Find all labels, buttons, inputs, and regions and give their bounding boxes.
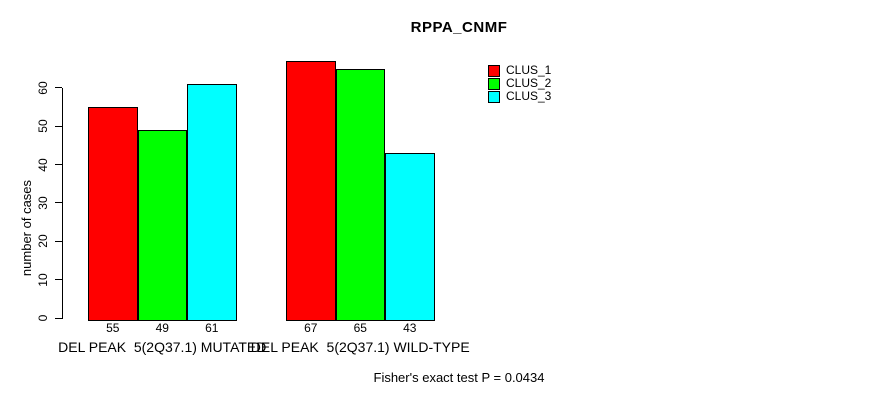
y-tick — [55, 240, 62, 242]
y-tick — [55, 164, 62, 166]
legend-swatch-icon — [488, 77, 500, 90]
y-tick-label: 30 — [36, 196, 50, 210]
bar-value-label: 67 — [304, 321, 318, 335]
y-tick-label: 60 — [36, 81, 50, 95]
y-axis-title: number of cases — [19, 179, 34, 277]
bar-value-label: 55 — [106, 321, 120, 335]
y-axis-line — [62, 88, 63, 319]
legend-label: CLUS_2 — [506, 76, 552, 90]
bar — [286, 61, 336, 321]
bar-value-label: 43 — [403, 321, 417, 335]
y-tick-label: 20 — [36, 234, 50, 248]
y-tick — [55, 279, 62, 281]
y-tick — [55, 125, 62, 127]
y-tick-label: 10 — [36, 272, 50, 287]
chart-title: RPPA_CNMF — [410, 19, 508, 36]
y-tick-label: 40 — [36, 157, 50, 172]
x-category-label: DEL PEAK 5(2Q37.1) MUTATED — [58, 339, 267, 355]
y-tick — [55, 87, 62, 89]
bar-value-label: 61 — [205, 321, 219, 335]
bar — [335, 68, 385, 321]
bar-value-label: 49 — [155, 321, 169, 335]
bar — [137, 130, 187, 321]
legend-item: CLUS_2 — [488, 77, 551, 90]
bar — [385, 153, 435, 321]
bar-value-label: 65 — [353, 321, 367, 335]
annotation-text: Fisher's exact test P = 0.0434 — [373, 370, 545, 385]
bar — [187, 84, 237, 321]
x-category-label: DEL PEAK 5(2Q37.1) WILD-TYPE — [250, 339, 470, 355]
y-tick-label: 50 — [36, 119, 50, 133]
legend-swatch-icon — [488, 64, 500, 77]
y-tick-label: 0 — [36, 314, 50, 322]
y-tick — [55, 317, 62, 319]
legend-label: CLUS_1 — [506, 63, 552, 77]
y-tick — [55, 202, 62, 204]
legend-swatch-icon — [488, 90, 500, 103]
legend-item: CLUS_1 — [488, 64, 551, 77]
legend-item: CLUS_3 — [488, 90, 551, 103]
bar — [88, 107, 138, 321]
legend-label: CLUS_3 — [506, 89, 552, 103]
legend: CLUS_1 CLUS_2 CLUS_3 — [488, 64, 551, 103]
